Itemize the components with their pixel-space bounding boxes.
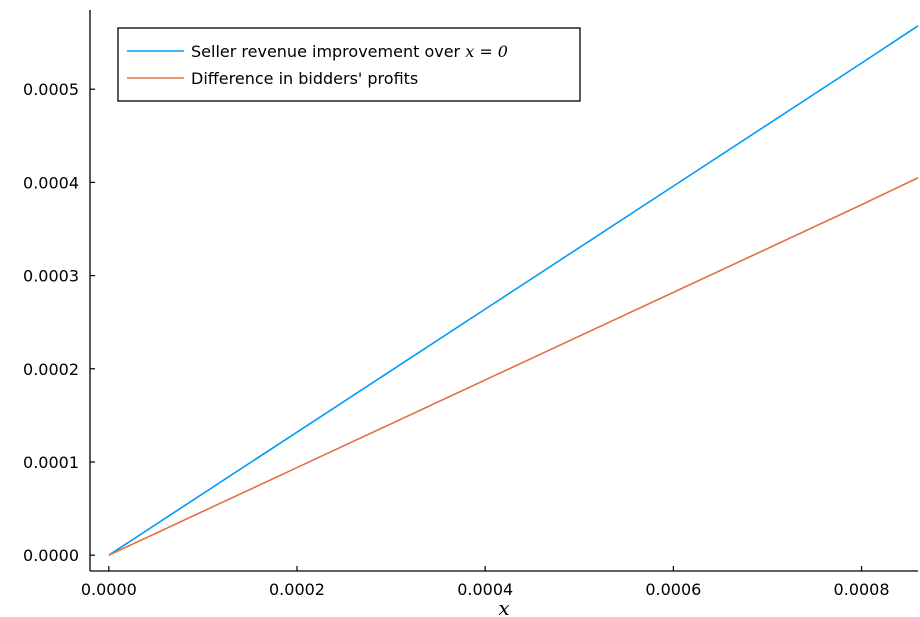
y-axis-ticks: 0.0000 0.0001 0.0002 0.0003 0.0004 0.0005 (23, 80, 95, 565)
y-tick-label: 0.0000 (23, 546, 79, 565)
x-tick-label: 0.0000 (81, 580, 137, 599)
y-tick-label: 0.0002 (23, 360, 79, 379)
x-tick-label: 0.0006 (645, 580, 701, 599)
legend-math-label: x = 0 (465, 42, 508, 61)
legend-label-1: Seller revenue improvement over x = 0 (191, 42, 508, 61)
y-tick-label: 0.0001 (23, 453, 79, 472)
series-line-2 (108, 177, 919, 556)
x-tick-label: 0.0008 (834, 580, 890, 599)
legend: Seller revenue improvement over x = 0 Dif… (117, 27, 581, 102)
legend-entries: Seller revenue improvement over x = 0 Dif… (127, 42, 508, 88)
x-axis-title: x (498, 596, 509, 617)
legend-label-2: Difference in bidders' profits (191, 69, 418, 88)
legend-box (117, 27, 581, 102)
y-tick-label: 0.0004 (23, 173, 79, 192)
series-line-1 (108, 25, 919, 556)
x-tick-label: 0.0002 (269, 580, 325, 599)
y-tick-label: 0.0003 (23, 267, 79, 286)
x-axis-ticks: 0.0000 0.0002 0.0004 0.0006 0.0008 (81, 566, 890, 599)
x-tick-label: 0.0004 (457, 580, 513, 599)
y-tick-label: 0.0005 (23, 80, 79, 99)
axes (89, 10, 918, 572)
series-layer (108, 25, 919, 556)
